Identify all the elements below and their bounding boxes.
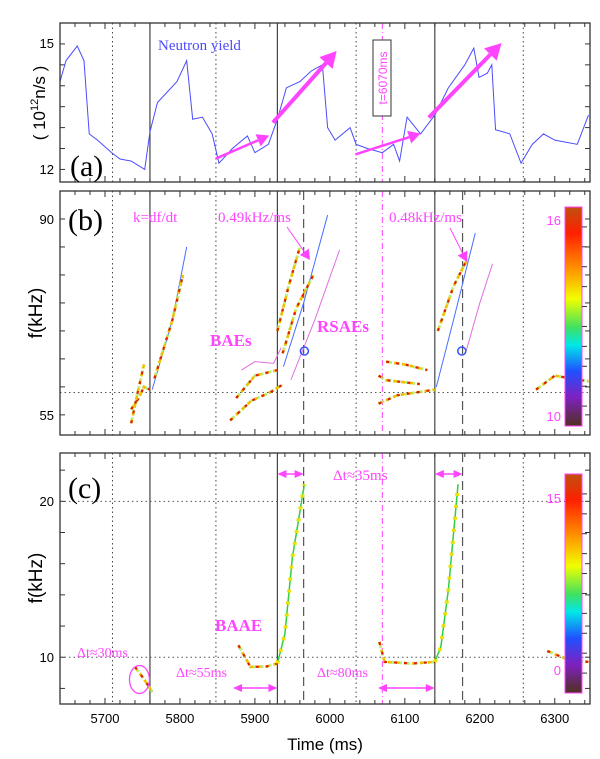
mode-trace <box>282 214 329 367</box>
panel-a-label: (a) <box>70 150 103 183</box>
mode-trace <box>129 384 151 411</box>
mode-trace <box>129 364 146 424</box>
delta-t-arrow-head <box>233 684 242 692</box>
xtick-label: 5800 <box>165 711 194 726</box>
pointer-arrow <box>286 226 305 253</box>
y-axis-title-c: f(kHz) <box>26 553 47 604</box>
neutron-yield-line <box>59 45 589 171</box>
legend-neutron-yield: Neutron yield <box>158 38 241 54</box>
xtick-label: 6000 <box>315 711 344 726</box>
pointer-arrow-head <box>299 248 310 260</box>
annotation-dt30: Δt≈30ms <box>77 646 128 661</box>
xtick-label: 5900 <box>240 711 269 726</box>
colorbar-c-min: 0 <box>554 663 561 678</box>
y-axis-title-b: f(kHz) <box>26 288 47 339</box>
annotation-dt55: Δt≈55ms <box>176 666 227 681</box>
trend-arrow <box>215 139 259 160</box>
xtick-label: 6200 <box>465 711 494 726</box>
colorbar <box>564 473 583 694</box>
annotation-k: k=df/dt <box>133 210 178 226</box>
panel-b-label: (b) <box>68 204 103 237</box>
annotation-baae: BAAE <box>215 616 262 635</box>
panel-frame <box>59 452 591 705</box>
annotation-dt35: Δt≈35ms <box>333 468 388 484</box>
panel-background <box>60 191 590 435</box>
colorbar-b-min: 10 <box>547 409 561 424</box>
xtick-label: 5700 <box>91 711 120 726</box>
ytick-a-1: 12 <box>40 162 54 177</box>
annotation-rate-2: 0.48kHz/ms <box>389 210 462 226</box>
delta-t-arrow-head <box>378 684 387 692</box>
marker-label: t=6070ms <box>376 51 390 104</box>
pointer-arrow <box>449 227 463 254</box>
ytick-c-1: 10 <box>40 650 54 665</box>
marker-label-box <box>372 39 392 117</box>
delta-t-arrow-head <box>294 470 304 478</box>
panel-c-label: (c) <box>68 472 101 505</box>
delta-t-arrow-head <box>453 470 463 478</box>
trend-arrow-head <box>407 130 421 144</box>
mode-trace <box>435 232 476 387</box>
mode-trace-peak <box>378 641 435 665</box>
mode-trace-peak <box>378 388 435 405</box>
colorbar <box>564 206 583 427</box>
colorbar-b-max: 16 <box>547 213 561 228</box>
panel-background <box>60 23 590 182</box>
ytick-b-1: 55 <box>40 408 54 423</box>
trend-arrow <box>427 53 492 119</box>
mode-trace <box>130 385 151 410</box>
pointer-arrow-head <box>457 250 468 262</box>
blue-circle-marker <box>457 346 467 356</box>
mode-trace-peak <box>237 644 278 669</box>
mode-trace <box>229 383 284 422</box>
trend-arrow <box>271 61 328 124</box>
annotation-baes: BAEs <box>210 331 252 350</box>
mode-trace-peak <box>281 274 315 354</box>
mode-trace <box>385 360 428 372</box>
panel-frame <box>59 22 591 183</box>
ytick-b-0: 90 <box>40 212 54 227</box>
mode-trace <box>276 246 302 332</box>
mode-trace <box>465 263 494 351</box>
trend-arrow-head <box>319 51 337 69</box>
panel-background <box>60 453 590 704</box>
x-axis-title: Time (ms) <box>287 735 363 754</box>
mode-trace <box>290 249 341 381</box>
trend-arrow-head <box>255 134 270 147</box>
mode-trace <box>241 347 282 371</box>
xtick-label: 6300 <box>540 711 569 726</box>
annotation-rsaes: RSAEs <box>317 317 369 336</box>
mode-trace <box>436 257 470 332</box>
delta-t-arrow-head <box>434 470 444 478</box>
mode-trace-highlight <box>275 483 307 664</box>
ytick-c-0: 20 <box>40 494 54 509</box>
mode-trace-peak <box>153 274 185 379</box>
mode-trace <box>235 368 278 399</box>
trend-arrow <box>354 135 410 156</box>
mode-trace <box>434 484 459 663</box>
annotation-dt80: Δt≈80ms <box>317 666 368 681</box>
mode-trace-peak <box>378 374 420 386</box>
y-axis-title-a: ( 1012n/s ) <box>29 66 49 141</box>
delta-t-arrow-head <box>425 684 435 692</box>
trend-arrow-head <box>484 43 502 61</box>
delta-t-arrow-head <box>268 684 278 692</box>
highlight-ellipse <box>128 664 151 695</box>
colorbar-c-max: 15 <box>547 491 561 506</box>
delta-t-arrow-head <box>277 470 287 478</box>
mode-trace <box>133 666 154 693</box>
xtick-label: 6100 <box>390 711 419 726</box>
annotation-rate-1: 0.49kHz/ms <box>218 210 291 226</box>
ytick-a-0: 15 <box>40 36 54 51</box>
panel-frame <box>59 190 591 436</box>
blue-circle-marker <box>299 346 310 356</box>
